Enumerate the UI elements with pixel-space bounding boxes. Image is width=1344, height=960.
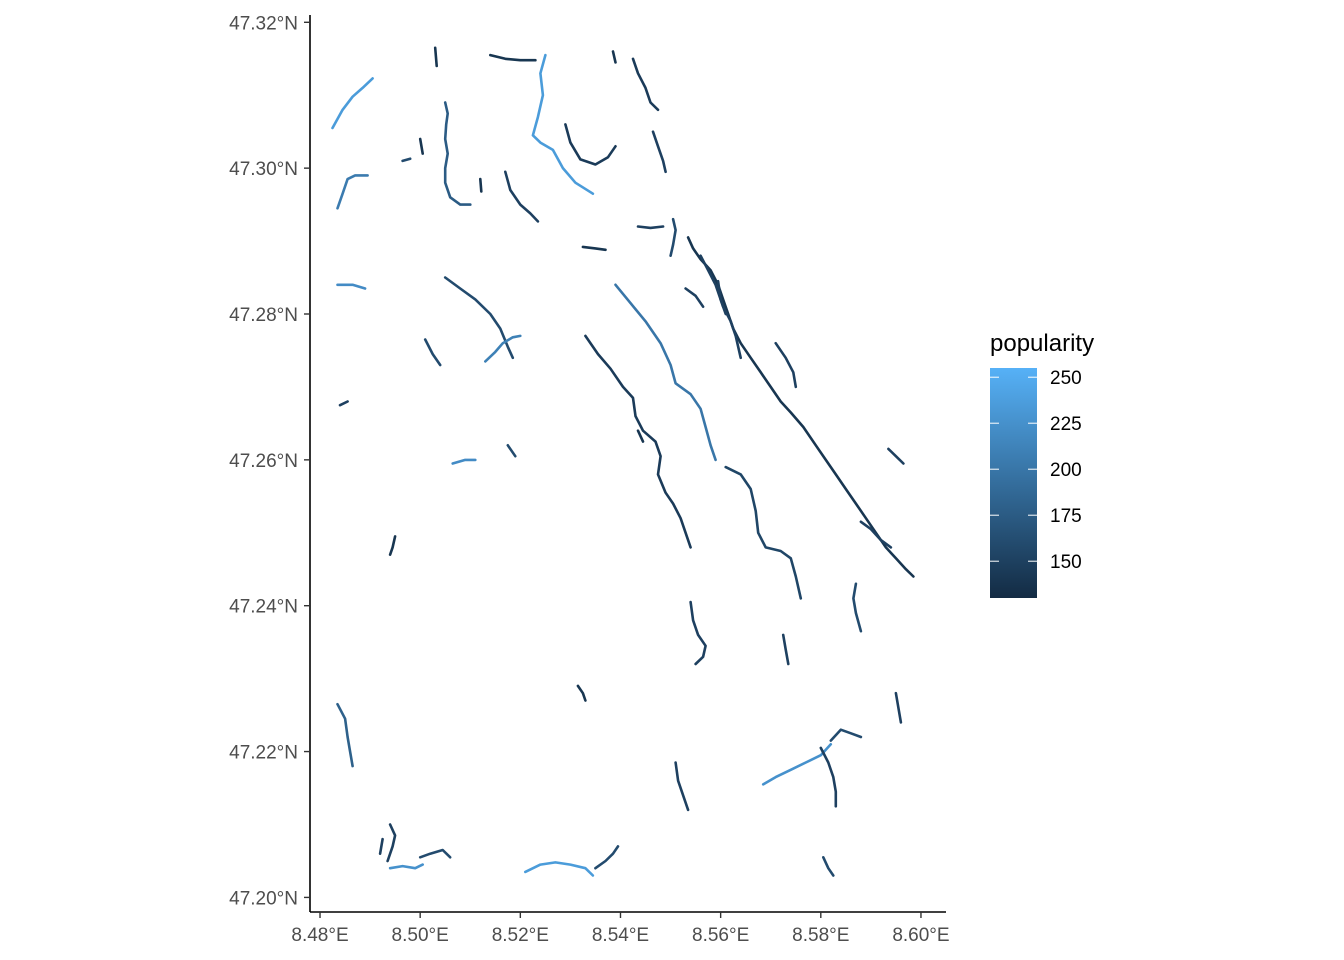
x-tick-label: 8.50°E (392, 925, 449, 946)
road-segment-14 (531, 53, 595, 195)
road-segment-18 (631, 57, 660, 112)
road-segment-21 (636, 225, 665, 230)
road-segment-52 (684, 287, 705, 308)
road-segment-6 (388, 863, 424, 870)
road-segment-22 (669, 217, 677, 257)
x-tick-label: 8.60°E (892, 925, 949, 946)
road-segment-30 (484, 334, 522, 363)
road-segment-7 (378, 837, 384, 855)
legend-break-label: 150 (1050, 552, 1082, 573)
legend-break-label: 225 (1050, 414, 1082, 435)
road-segment-51 (887, 447, 905, 465)
x-ticks: 8.48°E 8.50°E 8.52°E 8.54°E 8.56°E 8.58°E 8.60… (291, 912, 950, 946)
x-tick-label: 8.58°E (792, 925, 849, 946)
road-segment-37 (524, 861, 595, 877)
road-segment-49 (576, 684, 587, 702)
road-segment-28 (724, 465, 803, 600)
road-segment-43 (388, 535, 397, 556)
y-tick-label: 47.20°N (229, 888, 298, 909)
road-segment-48 (636, 429, 645, 443)
road-segment-46 (451, 458, 477, 465)
x-tick-label: 8.48°E (291, 925, 348, 946)
road-segment-2 (336, 283, 367, 290)
road-segment-45 (506, 444, 517, 458)
road-segment-10 (433, 46, 438, 68)
road-segment-15 (564, 123, 617, 166)
road-segment-29 (443, 276, 515, 360)
road-segment-26 (614, 283, 717, 462)
legend-break-label: 200 (1050, 460, 1082, 481)
road-segment-1 (336, 174, 369, 210)
road-segment-4 (336, 702, 354, 768)
road-segment-31 (689, 600, 707, 666)
road-segment-13 (489, 53, 537, 62)
road-segment-8 (418, 848, 452, 859)
x-tick-label: 8.56°E (692, 925, 749, 946)
legend-break-label: 250 (1050, 368, 1082, 389)
legend: popularity 150 175 200 225 250 (990, 330, 1094, 598)
road-segment-19 (611, 50, 617, 64)
y-tick-label: 47.32°N (229, 13, 298, 34)
road-segment-24 (686, 236, 915, 578)
x-tick-label: 8.52°E (492, 925, 549, 946)
road-segment-40 (859, 520, 893, 549)
road-segment-35 (852, 582, 863, 633)
road-segment-47 (774, 341, 798, 389)
y-tick-label: 47.26°N (229, 451, 298, 472)
road-segment-41 (781, 633, 790, 666)
road-segment-25 (699, 254, 742, 360)
road-segment-42 (822, 856, 835, 877)
road-segment-20 (651, 130, 667, 174)
road-segment-36 (894, 691, 903, 724)
y-tick-label: 47.22°N (229, 743, 298, 764)
y-tick-label: 47.30°N (229, 159, 298, 180)
legend-break-label: 175 (1050, 506, 1082, 527)
road-segment-39 (674, 761, 690, 812)
road-segment-12 (401, 157, 412, 163)
road-segment-11 (418, 137, 424, 155)
road-segment-0 (331, 77, 374, 130)
road-segment-9 (443, 101, 472, 206)
road-segment-5 (386, 823, 397, 863)
road-segment-17 (479, 177, 483, 193)
x-tick-label: 8.54°E (592, 925, 649, 946)
legend-breaks: 150 175 200 225 250 (990, 368, 1082, 573)
y-tick-label: 47.28°N (229, 305, 298, 326)
road-segment-27 (584, 334, 692, 549)
y-ticks: 47.20°N 47.22°N 47.24°N 47.26°N 47.28°N 47.30… (229, 13, 310, 909)
roads-layer (331, 46, 915, 877)
legend-title: popularity (990, 330, 1094, 357)
road-segment-3 (338, 400, 349, 407)
road-segment-23 (581, 245, 607, 252)
y-tick-label: 47.24°N (229, 597, 298, 618)
road-segment-34 (829, 728, 863, 742)
road-segment-50 (716, 279, 727, 316)
road-segment-16 (504, 170, 540, 223)
road-segment-33 (819, 746, 838, 808)
legend-colorbar (990, 368, 1037, 598)
road-segment-44 (423, 338, 442, 367)
road-segment-38 (594, 845, 620, 870)
